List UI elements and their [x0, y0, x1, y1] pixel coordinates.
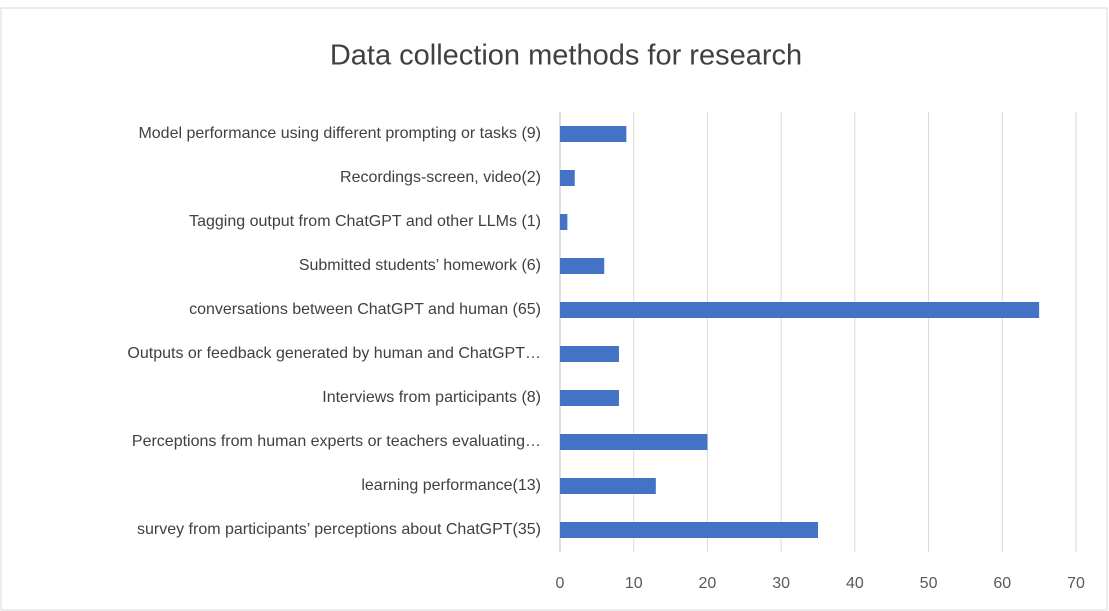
chart-title: Data collection methods for research — [330, 40, 802, 72]
y-tick-label: survey from participants’ perceptions ab… — [137, 521, 541, 538]
y-tick-label: Interviews from participants (8) — [322, 389, 541, 406]
bar — [560, 302, 1040, 318]
y-tick-label: Submitted students’ homework (6) — [299, 257, 541, 274]
x-tick-label: 60 — [993, 575, 1011, 592]
y-tick-label: Perceptions from human experts or teache… — [132, 433, 541, 450]
x-tick-label: 0 — [556, 575, 565, 592]
y-tick-label: Model performance using different prompt… — [138, 125, 541, 142]
bar — [560, 258, 605, 274]
bar — [560, 346, 619, 362]
y-tick-label: Tagging output from ChatGPT and other LL… — [189, 213, 541, 230]
x-tick-label: 70 — [1067, 575, 1085, 592]
bar — [560, 170, 575, 186]
x-tick-label: 50 — [920, 575, 938, 592]
x-tick-label: 30 — [772, 575, 790, 592]
x-tick-label: 40 — [846, 575, 864, 592]
y-tick-label: Recordings-screen, video(2) — [340, 169, 541, 186]
y-tick-label: conversations between ChatGPT and human … — [189, 301, 541, 318]
bar — [560, 214, 568, 230]
bar — [560, 390, 619, 406]
x-tick-label: 10 — [625, 575, 643, 592]
bar — [560, 126, 627, 142]
y-tick-label: Outputs or feedback generated by human a… — [127, 345, 541, 362]
bar — [560, 478, 656, 494]
y-tick-label: learning performance(13) — [361, 477, 541, 494]
bar — [560, 434, 708, 450]
x-tick-label: 20 — [699, 575, 717, 592]
bar — [560, 522, 818, 538]
